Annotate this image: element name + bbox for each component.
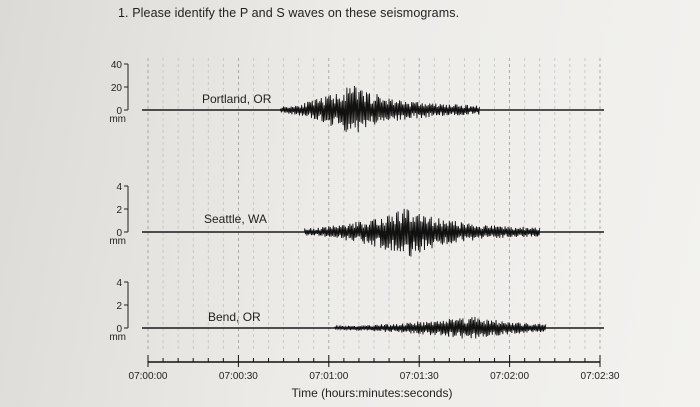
station-label: Bend, OR xyxy=(208,310,261,324)
y-tick-label: 4 xyxy=(116,182,122,193)
x-axis-label: Time (hours:minutes:seconds) xyxy=(292,386,453,400)
y-tick-label: 2 xyxy=(116,205,122,216)
x-tick-label: 07:02:30 xyxy=(581,371,620,382)
waveform-trace xyxy=(334,316,547,339)
y-tick-label: 0 xyxy=(116,324,122,335)
x-tick-label: 07:00:00 xyxy=(129,371,168,382)
waveform-trace xyxy=(280,86,480,133)
x-tick-label: 07:01:00 xyxy=(309,371,348,382)
y-unit-label: mm xyxy=(109,332,126,343)
y-tick-label: 4 xyxy=(116,278,122,289)
x-tick-label: 07:00:30 xyxy=(219,371,258,382)
seismogram-traces: Portland, OR Seattle, WA Bend, OR xyxy=(142,86,604,339)
station-label: Portland, OR xyxy=(202,92,272,106)
x-tick-label: 07:01:30 xyxy=(400,371,439,382)
y-unit-label: mm xyxy=(109,236,126,247)
waveform-trace xyxy=(304,208,541,257)
question-text: 1. Please identify the P and S waves on … xyxy=(118,6,460,20)
y-tick-label: 0 xyxy=(116,228,122,239)
time-axis: 07:00:00 07:00:30 07:01:00 07:01:30 07:02:00… xyxy=(129,355,620,382)
station-label: Seattle, WA xyxy=(204,212,267,226)
y-tick-label: 0 xyxy=(116,106,122,117)
y-tick-label: 20 xyxy=(111,83,123,94)
y-tick-label: 40 xyxy=(111,60,123,71)
x-tick-label: 07:02:00 xyxy=(490,371,529,382)
y-tick-label: 2 xyxy=(116,301,122,312)
y-unit-label: mm xyxy=(109,114,126,125)
